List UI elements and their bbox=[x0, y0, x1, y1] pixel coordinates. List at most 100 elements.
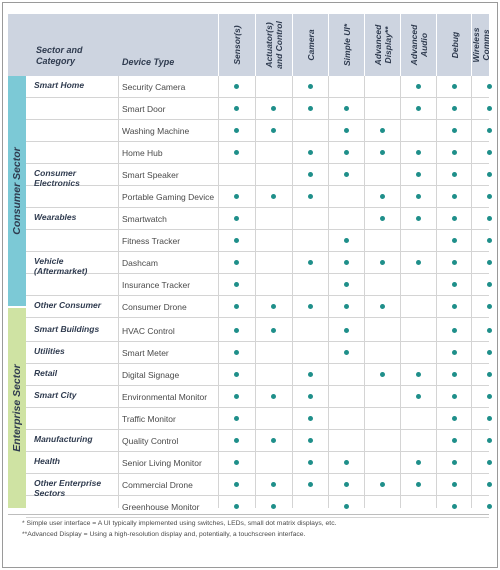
capability-dot bbox=[234, 84, 239, 89]
header-sector-category: Sector and Category bbox=[36, 45, 83, 66]
table-row: Other Enterprise Sectors Commercial Drone bbox=[26, 474, 492, 498]
footnote-divider bbox=[8, 514, 489, 515]
column-divider bbox=[328, 76, 329, 508]
capability-dot bbox=[234, 216, 239, 221]
header-col-5: Advanced Audio bbox=[400, 14, 436, 76]
capability-dot bbox=[487, 350, 492, 355]
capability-dot bbox=[344, 350, 349, 355]
capability-dot bbox=[271, 106, 276, 111]
capability-dot bbox=[308, 482, 313, 487]
header-col-2: Camera bbox=[292, 14, 328, 76]
capability-dot bbox=[234, 438, 239, 443]
capability-dot bbox=[344, 304, 349, 309]
device-type-label: Traffic Monitor bbox=[122, 414, 176, 424]
category-label: Other Enterprise Sectors bbox=[34, 478, 102, 498]
capability-dot bbox=[308, 84, 313, 89]
capability-dot bbox=[452, 304, 457, 309]
sector-consumer: Consumer Sector bbox=[8, 76, 26, 306]
table-row: Fitness Tracker bbox=[26, 230, 492, 252]
device-type-label: Dashcam bbox=[122, 258, 158, 268]
capability-dot bbox=[452, 350, 457, 355]
table-row: Greenhouse Monitor bbox=[26, 496, 492, 518]
column-divider bbox=[471, 76, 472, 508]
capability-dot bbox=[271, 304, 276, 309]
category-label: Wearables bbox=[34, 212, 77, 222]
header-col-label: Wireless Comms bbox=[470, 27, 491, 63]
footnote-advanced-display: **Advanced Display = Using a high-resolu… bbox=[22, 531, 306, 538]
capability-dot bbox=[344, 172, 349, 177]
sector-consumer-label: Consumer Sector bbox=[11, 147, 23, 235]
capability-dot bbox=[271, 194, 276, 199]
capability-dot bbox=[308, 106, 313, 111]
capability-dot bbox=[452, 194, 457, 199]
device-type-label: Smart Meter bbox=[122, 348, 169, 358]
capability-dot bbox=[344, 482, 349, 487]
category-label: Utilities bbox=[34, 346, 65, 356]
capability-dot bbox=[452, 438, 457, 443]
capability-dot bbox=[308, 416, 313, 421]
capability-dot bbox=[416, 150, 421, 155]
capability-dot bbox=[344, 504, 349, 509]
capability-dot bbox=[452, 172, 457, 177]
capability-dot bbox=[234, 328, 239, 333]
table-row: Portable Gaming Device bbox=[26, 186, 492, 208]
capability-dot bbox=[271, 504, 276, 509]
category-label: Smart Home bbox=[34, 80, 85, 90]
table-header bbox=[8, 14, 489, 76]
capability-dot bbox=[452, 482, 457, 487]
column-divider bbox=[400, 76, 401, 508]
table-row: Smart Door bbox=[26, 98, 492, 120]
capability-dot bbox=[308, 438, 313, 443]
capability-dot bbox=[487, 282, 492, 287]
category-label: Vehicle (Aftermarket) bbox=[34, 256, 88, 276]
capability-dot bbox=[452, 372, 457, 377]
capability-dot bbox=[487, 328, 492, 333]
capability-dot bbox=[344, 238, 349, 243]
capability-dot bbox=[452, 282, 457, 287]
header-col-7: Wireless Comms bbox=[470, 14, 491, 76]
capability-dot bbox=[380, 260, 385, 265]
table-row: Vehicle (Aftermarket) Dashcam bbox=[26, 252, 492, 276]
capability-dot bbox=[271, 438, 276, 443]
capability-dot bbox=[416, 172, 421, 177]
capability-dot bbox=[452, 394, 457, 399]
capability-dot bbox=[452, 416, 457, 421]
capability-dot bbox=[487, 304, 492, 309]
capability-dot bbox=[452, 504, 457, 509]
device-type-label: Fitness Tracker bbox=[122, 236, 181, 246]
category-label: Health bbox=[34, 456, 60, 466]
header-col-label: Simple UI* bbox=[341, 23, 352, 67]
device-type-label: Digital Signage bbox=[122, 370, 180, 380]
table-row: Home Hub bbox=[26, 142, 492, 164]
capability-dot bbox=[487, 438, 492, 443]
device-type-label: Greenhouse Monitor bbox=[122, 502, 200, 512]
capability-dot bbox=[487, 128, 492, 133]
capability-dot bbox=[380, 304, 385, 309]
capability-dot bbox=[344, 106, 349, 111]
capability-dot bbox=[234, 350, 239, 355]
capability-dot bbox=[380, 194, 385, 199]
capability-dot bbox=[234, 504, 239, 509]
capability-dot bbox=[487, 150, 492, 155]
capability-dot bbox=[234, 482, 239, 487]
capability-dot bbox=[416, 482, 421, 487]
capability-dot bbox=[380, 128, 385, 133]
device-type-label: Quality Control bbox=[122, 436, 179, 446]
capability-dot bbox=[487, 260, 492, 265]
category-label: Retail bbox=[34, 368, 58, 378]
table-row: Health Senior Living Monitor bbox=[26, 452, 492, 474]
header-col-4: Advanced Display** bbox=[364, 14, 400, 76]
table-row: Traffic Monitor bbox=[26, 408, 492, 430]
capability-dot bbox=[416, 194, 421, 199]
capability-dot bbox=[487, 194, 492, 199]
table-row: Utilities Smart Meter bbox=[26, 342, 492, 364]
capability-dot bbox=[487, 172, 492, 177]
capability-dot bbox=[452, 150, 457, 155]
capability-dot bbox=[452, 460, 457, 465]
device-type-label: Environmental Monitor bbox=[122, 392, 208, 402]
capability-dot bbox=[234, 416, 239, 421]
header-col-1: Actuator(s) and Control bbox=[255, 14, 291, 76]
table-row: Consumer Electronics Smart Speaker bbox=[26, 164, 492, 188]
header-col-label: Actuator(s) and Control bbox=[263, 21, 284, 69]
capability-dot bbox=[234, 106, 239, 111]
